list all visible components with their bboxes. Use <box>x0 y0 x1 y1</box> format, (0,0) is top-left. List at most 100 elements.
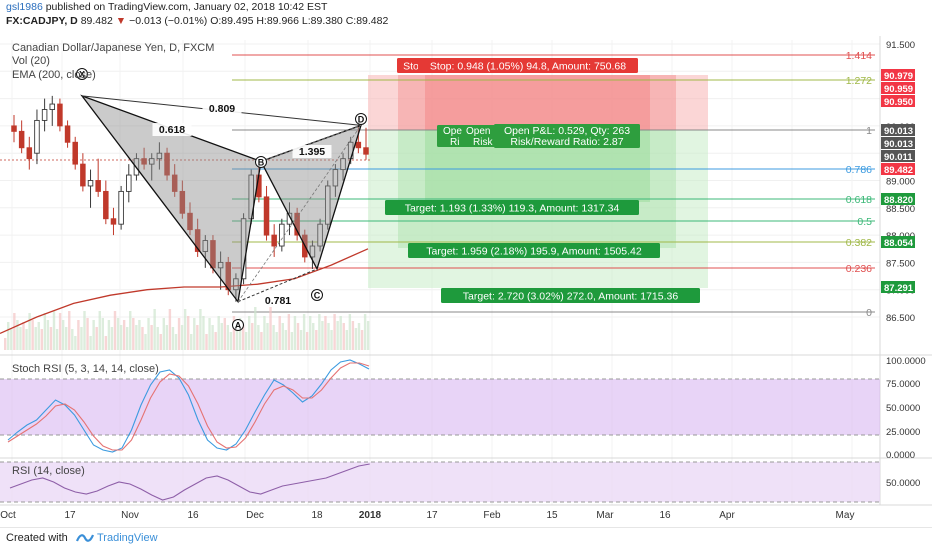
volume-bar <box>193 318 196 350</box>
risk-partial-1: Ri <box>450 137 459 148</box>
candle <box>263 185 270 241</box>
volume-bar <box>80 327 83 350</box>
volume-bar <box>7 322 10 350</box>
candle <box>317 218 323 252</box>
volume-bar <box>220 323 223 350</box>
volume-bar <box>187 316 190 350</box>
rsi-axis-tick: 50.0000 <box>886 478 920 489</box>
fib-level-label: 1.272 <box>846 75 872 87</box>
pattern-point-a[interactable]: A <box>232 319 244 331</box>
volume-bar <box>37 322 40 350</box>
stoch-axis-tick: 25.0000 <box>886 427 920 438</box>
volume-bar <box>147 318 150 350</box>
volume-bar <box>284 330 287 350</box>
author-link[interactable]: gsl1986 <box>6 1 43 13</box>
svg-text:Sto: Sto <box>403 61 419 73</box>
pattern-ratio-label: 0.781 <box>258 294 298 307</box>
symbol-name[interactable]: FX:CADJPY, D <box>6 15 78 27</box>
pattern-point-x[interactable]: X <box>76 68 88 80</box>
volume-bar <box>113 311 117 350</box>
candle <box>187 202 193 236</box>
price-axis-tick: 89.000 <box>886 177 915 188</box>
candle <box>332 164 339 197</box>
volume-bar <box>296 323 300 350</box>
pattern-ac-line <box>237 268 318 303</box>
target-1-label[interactable]: Target: 1.193 (1.33%) 119.3, Amount: 131… <box>385 200 639 215</box>
chart-title: Canadian Dollar/Japanese Yen, D, FXCM <box>12 42 214 54</box>
candle <box>34 109 40 165</box>
volume-bar <box>321 321 324 350</box>
change-down-icon: ▼ <box>115 15 127 27</box>
volume-bar <box>34 327 37 350</box>
volume-bar <box>162 318 165 350</box>
volume-bar <box>52 311 56 350</box>
pattern-point-b[interactable]: B <box>255 156 267 168</box>
candle <box>233 273 239 302</box>
publish-info: published on TradingView.com, January 02… <box>45 1 328 13</box>
last-price: 89.482 <box>80 15 113 27</box>
volume-indicator-label[interactable]: Vol (20) <box>12 55 50 67</box>
ohlc-close: C:89.482 <box>345 15 389 27</box>
candle <box>64 120 71 148</box>
ema-indicator-label[interactable]: EMA (200, close) <box>12 69 96 81</box>
candle <box>324 180 331 230</box>
candle <box>49 95 56 126</box>
volume-bar <box>238 318 242 350</box>
open-pl-label-partial-2[interactable] <box>462 125 498 147</box>
created-with-text: Created with <box>6 532 68 544</box>
volume-bar <box>315 330 318 350</box>
rsi-band <box>0 462 880 502</box>
rsi-label[interactable]: RSI (14, close) <box>12 465 85 477</box>
volume-bar <box>116 318 120 350</box>
stoch-axis-tick: 100.0000 <box>886 356 926 367</box>
volume-bar <box>95 327 98 350</box>
time-axis-tick: May <box>836 510 855 521</box>
candle <box>26 136 33 170</box>
volume-bar <box>77 320 80 350</box>
volume-bar <box>89 336 92 350</box>
volume-bar <box>235 323 239 350</box>
volume-bar <box>49 327 53 350</box>
fib-level-label: 0 <box>866 307 872 319</box>
time-axis-tick: Nov <box>121 510 139 521</box>
svg-text:90.013: 90.013 <box>884 139 913 150</box>
volume-bar <box>31 320 34 350</box>
volume-bar <box>180 325 184 350</box>
volume-bar <box>4 338 7 350</box>
fib-level-label: 0.236 <box>846 263 872 275</box>
volume-bar <box>107 320 111 350</box>
price-tag: 90.011 <box>881 150 915 163</box>
volume-bar <box>171 327 175 350</box>
volume-bar <box>293 316 297 350</box>
volume-bar <box>183 309 187 350</box>
svg-text:Target: 2.720 (3.02%) 272.0, A: Target: 2.720 (3.02%) 272.0, Amount: 171… <box>463 291 679 303</box>
volume-bar <box>217 316 220 350</box>
candle <box>271 224 277 257</box>
price-tag: 89.482 <box>881 163 915 176</box>
volume-bar <box>251 323 254 350</box>
volume-bar <box>135 325 138 350</box>
target-2-label[interactable]: Target: 1.959 (2.18%) 195.9, Amount: 150… <box>408 243 660 258</box>
svg-text:Target: 1.959 (2.18%) 195.9, A: Target: 1.959 (2.18%) 195.9, Amount: 150… <box>426 246 642 258</box>
volume-bar <box>205 334 208 350</box>
volume-bar <box>156 327 159 350</box>
footer: Created with TradingView <box>0 527 932 551</box>
candle <box>164 147 170 181</box>
pattern-point-c[interactable]: C <box>311 289 323 301</box>
price-tag: 87.291 <box>881 281 915 294</box>
time-axis-tick: Feb <box>483 510 501 521</box>
stop-label[interactable]: Stop: 0.948 (1.05%) 94.8, Amount: 750.68 <box>418 58 638 73</box>
tradingview-brand-link[interactable]: TradingView <box>97 532 158 544</box>
open-pl-label-partial-1[interactable] <box>437 125 467 147</box>
stoch-rsi-label[interactable]: Stoch RSI (5, 3, 14, 14, close) <box>12 363 159 375</box>
volume-bar <box>269 307 272 350</box>
volume-bar <box>153 309 156 350</box>
volume-bar <box>13 313 16 350</box>
pattern-point-d[interactable]: D <box>355 113 367 125</box>
time-axis-tick: Apr <box>719 510 735 521</box>
price-axis-tick: 86.500 <box>886 313 915 324</box>
candle <box>363 127 369 160</box>
volume-bar <box>104 336 108 350</box>
target-3-label[interactable]: Target: 2.720 (3.02%) 272.0, Amount: 171… <box>441 288 700 303</box>
